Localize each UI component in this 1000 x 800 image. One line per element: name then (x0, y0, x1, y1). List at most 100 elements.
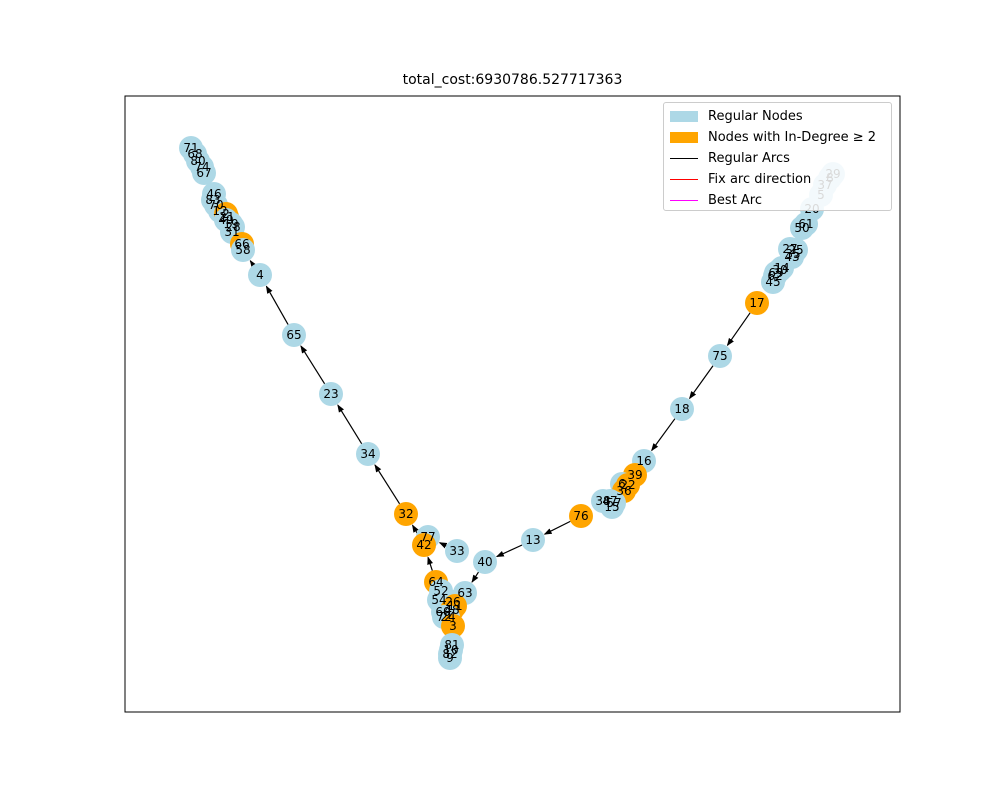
node-label-17: 17 (749, 296, 764, 310)
node-label-60: 60 (435, 605, 450, 619)
fix-arc-swatch (670, 178, 698, 180)
node-label-54: 54 (431, 593, 446, 607)
arc-40-63 (471, 571, 479, 583)
node-label-22: 22 (620, 478, 635, 492)
node-label-6: 6 (618, 477, 626, 491)
node-label-75: 75 (712, 349, 727, 363)
regular-node-swatch (670, 110, 698, 122)
node-45 (761, 270, 785, 294)
node-label-82: 82 (442, 647, 457, 661)
node-label-45: 45 (765, 275, 780, 289)
node-label-62: 62 (767, 269, 782, 283)
legend-item-fix-arc-direction: Fix arc direction (670, 169, 811, 189)
node-label-12: 12 (212, 204, 227, 218)
node-label-3: 3 (449, 619, 457, 633)
node-40 (473, 550, 497, 574)
node-label-15: 15 (604, 500, 619, 514)
node-label-69: 69 (768, 266, 783, 280)
chart-title: total_cost:6930786.527717363 (402, 72, 623, 88)
node-label-2: 2 (222, 207, 230, 221)
legend-item-in-degree-nodes: Nodes with In-Degree ≥ 2 (670, 127, 876, 147)
node-76 (569, 504, 593, 528)
node-label-77: 77 (420, 530, 435, 544)
node-label-30: 30 (772, 263, 787, 277)
best-arc-swatch (670, 199, 698, 201)
arc-layer (249, 259, 751, 583)
arc-23-65 (300, 345, 326, 385)
node-label-66: 66 (234, 237, 249, 251)
node-23 (319, 382, 343, 406)
node-label-68: 68 (187, 147, 202, 161)
arc-17-75 (726, 312, 751, 347)
node-label-25: 25 (788, 243, 803, 257)
node-label-16: 16 (636, 454, 651, 468)
node-label-83: 83 (205, 193, 220, 207)
node-label-81: 81 (444, 638, 459, 652)
node-17 (745, 291, 769, 315)
legend-label: Best Arc (708, 192, 763, 208)
arc-75-18 (688, 365, 714, 400)
node-label-24: 24 (440, 610, 455, 624)
node-label-48: 48 (444, 603, 459, 617)
node-13 (521, 528, 545, 552)
legend-label: Fix arc direction (708, 171, 812, 187)
arc-32-34 (374, 464, 401, 505)
node-label-74: 74 (194, 160, 209, 174)
node-label-13: 13 (525, 533, 540, 547)
arc-4-58 (249, 259, 257, 269)
label-layer: 7168807467468370122214919283166584652334… (183, 141, 840, 665)
node-label-32: 32 (398, 507, 413, 521)
legend-label: Nodes with In-Degree ≥ 2 (708, 129, 877, 145)
node-label-80: 80 (190, 154, 205, 168)
node-label-19: 19 (223, 217, 238, 231)
node-label-34: 34 (360, 447, 375, 461)
legend-label: Regular Nodes (708, 108, 803, 124)
node-label-31: 31 (224, 225, 239, 239)
arc-34-23 (337, 404, 363, 445)
node-label-76: 76 (573, 509, 588, 523)
legend: Regular Nodes Nodes with In-Degree ≥ 2 R… (663, 102, 892, 211)
node-layer (179, 136, 845, 670)
node-label-42: 42 (416, 538, 431, 552)
node-3 (441, 614, 465, 638)
node-label-52: 52 (433, 584, 448, 598)
node-label-18: 18 (674, 402, 689, 416)
node-label-21: 21 (219, 210, 234, 224)
regular-arc-swatch (670, 157, 698, 159)
node-label-27: 27 (782, 242, 797, 256)
node-label-23: 23 (323, 387, 338, 401)
node-label-70: 70 (208, 198, 223, 212)
node-34 (356, 442, 380, 466)
node-label-63: 63 (457, 586, 472, 600)
node-50 (790, 216, 814, 240)
node-label-33: 33 (449, 544, 464, 558)
node-label-36: 36 (616, 484, 631, 498)
node-label-67: 67 (196, 166, 211, 180)
arc-76-13 (543, 520, 571, 535)
node-label-28: 28 (225, 220, 240, 234)
node-label-57: 57 (606, 496, 621, 510)
legend-item-regular-nodes: Regular Nodes (670, 106, 803, 126)
node-15 (600, 495, 624, 519)
arc-18-16 (651, 418, 676, 452)
arc-65-4 (265, 285, 289, 325)
node-label-47: 47 (602, 494, 617, 508)
node-label-72: 72 (436, 610, 451, 624)
node-58 (231, 238, 255, 262)
node-label-64: 64 (428, 575, 443, 589)
arc-33-77 (438, 542, 448, 549)
node-label-61: 61 (798, 217, 813, 231)
in-degree-node-swatch (670, 131, 698, 143)
node-label-38: 38 (595, 494, 610, 508)
node-label-65: 65 (286, 328, 301, 342)
node-18 (670, 397, 694, 421)
legend-label: Regular Arcs (708, 150, 790, 166)
node-42 (412, 533, 436, 557)
node-label-9: 9 (446, 651, 454, 665)
node-label-50: 50 (794, 221, 809, 235)
node-label-4: 4 (256, 268, 264, 282)
node-label-49: 49 (218, 213, 233, 227)
node-4 (248, 263, 272, 287)
node-label-46: 46 (206, 187, 221, 201)
